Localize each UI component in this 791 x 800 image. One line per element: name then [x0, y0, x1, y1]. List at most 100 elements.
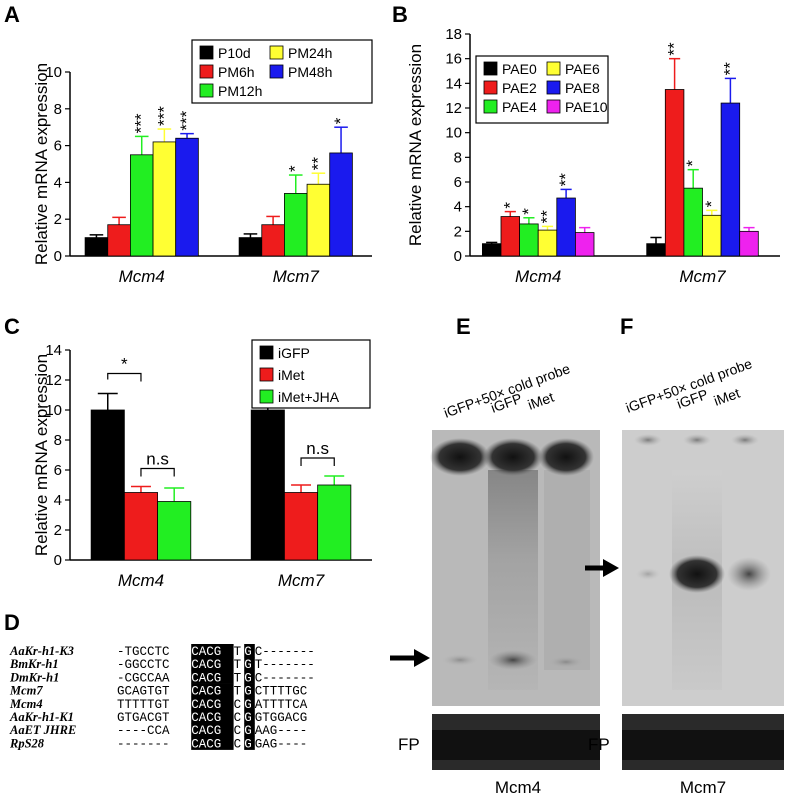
bar — [739, 230, 759, 257]
gel-e-fp-label: FP — [398, 735, 420, 754]
gel-f-lane-3-label: iMet — [712, 385, 742, 409]
sequence-prefix: -CGCCAA — [117, 671, 170, 685]
gel-e-caption: Mcm4 — [495, 778, 541, 797]
gel-e-faint-band — [442, 654, 478, 666]
significance-label: ** — [665, 42, 684, 56]
sequence-variable: C — [234, 724, 242, 738]
y-tick-label: 2 — [54, 522, 62, 539]
sequence-core: G — [244, 685, 252, 699]
significance-label: ** — [556, 173, 575, 187]
significance-label: * — [519, 208, 538, 215]
sequence-alignment: AaKr-h1-K3 -TGCCTC CACG T G C-------BmKr-h1 -G… — [9, 644, 315, 751]
y-tick-label: 8 — [54, 432, 62, 449]
category-label: Mcm4 — [118, 571, 164, 590]
panel-label-d: D — [4, 610, 20, 635]
motif-highlight — [244, 710, 255, 724]
bar — [157, 501, 192, 561]
bar — [306, 183, 331, 257]
bar — [175, 137, 199, 257]
bar — [575, 232, 595, 257]
sequence-core: G — [244, 698, 252, 712]
gel-e-lane-3-label: iMet — [526, 389, 556, 413]
legend-label: PM6h — [218, 64, 255, 80]
y-tick-label: 4 — [54, 174, 62, 191]
sequence-core: CACG — [191, 685, 221, 699]
y-tick-label: 8 — [54, 101, 62, 118]
bar — [84, 237, 109, 257]
motif-highlight — [244, 657, 255, 671]
y-tick-label: 10 — [445, 125, 462, 142]
legend-swatch — [259, 389, 274, 404]
bar — [702, 214, 722, 257]
sequence-core: G — [244, 658, 252, 672]
motif-highlight — [191, 736, 234, 750]
significance-label: * — [702, 200, 721, 207]
legend-label: PM24h — [288, 45, 332, 61]
motif-highlight — [244, 683, 255, 698]
sequence-suffix: T------- — [255, 658, 315, 672]
comparison-bracket — [140, 467, 175, 477]
significance-label: * — [331, 117, 350, 124]
category-label: Mcm4 — [515, 267, 561, 286]
y-tick-label: 14 — [45, 342, 62, 359]
sequence-name: DmKr-h1 — [9, 670, 59, 684]
legend-label: iMet+JHA — [278, 389, 340, 405]
y-tick-label: 4 — [454, 199, 462, 216]
bar — [123, 492, 158, 561]
legend-swatch — [483, 99, 498, 114]
gel-f-caption: Mcm7 — [680, 778, 726, 797]
motif-highlight — [191, 644, 234, 658]
significance-label: * — [286, 165, 305, 172]
arrow-icon — [390, 649, 430, 667]
gel-e-lane-1-label: iGFP+50× cold probe — [442, 360, 573, 421]
legend-box — [475, 55, 609, 124]
legend-label: PAE8 — [565, 80, 600, 96]
y-axis-label: Relative mRNA expression — [32, 63, 51, 265]
sequence-name: AaET JHRE — [9, 723, 76, 737]
y-tick-label: 6 — [454, 174, 462, 191]
sequence-variable: T — [234, 645, 242, 659]
sequence-variable: C — [234, 711, 242, 725]
sequence-name: RpS28 — [9, 736, 45, 750]
sequence-suffix: GTGGACG — [255, 711, 308, 725]
sequence-core: CACG — [191, 737, 221, 751]
chart-b: 0 2 4 6 8 10 12 14 16 18 Relative mRNA expression M… — [406, 26, 780, 286]
sequence-core: CACG — [191, 711, 221, 725]
bar — [152, 141, 177, 257]
motif-highlight — [191, 696, 234, 711]
sequence-core: G — [244, 645, 252, 659]
legend-label: PAE6 — [565, 61, 600, 77]
gel-e-fp-band — [432, 730, 600, 760]
legend-swatch — [259, 345, 274, 360]
comparison-label: n.s — [146, 450, 169, 469]
y-tick-label: 4 — [54, 492, 62, 509]
gel-f-shift-band-2 — [727, 557, 771, 591]
bar — [556, 197, 576, 257]
y-tick-label: 0 — [54, 248, 62, 265]
significance-label: ** — [308, 157, 327, 171]
sequence-variable: T — [234, 658, 242, 672]
gel-e-well-band-1 — [430, 438, 490, 476]
sequence-prefix: TTTTTGT — [117, 698, 170, 712]
legend-label: PAE2 — [502, 80, 537, 96]
sequence-name: Mcm4 — [9, 697, 43, 711]
legend-swatch — [199, 45, 214, 60]
motif-highlight — [191, 723, 234, 737]
panel-label-c: C — [4, 314, 20, 339]
bar — [107, 224, 131, 257]
y-tick-label: 2 — [54, 211, 62, 228]
y-tick-label: 6 — [54, 138, 62, 155]
category-label: Mcm4 — [119, 267, 165, 286]
legend-swatch — [546, 99, 561, 114]
bar — [646, 243, 666, 257]
bar — [250, 409, 285, 561]
gel-f-fp-band — [622, 730, 784, 760]
legend-swatch — [483, 61, 498, 76]
category-label: Mcm7 — [679, 267, 726, 286]
legend-label: PAE0 — [502, 61, 537, 77]
sequence-core: CACG — [191, 645, 221, 659]
sequence-name: AaKr-h1-K1 — [9, 710, 74, 724]
gel-f-faint-band — [636, 568, 660, 580]
gel-f-well-band-3 — [731, 434, 759, 446]
